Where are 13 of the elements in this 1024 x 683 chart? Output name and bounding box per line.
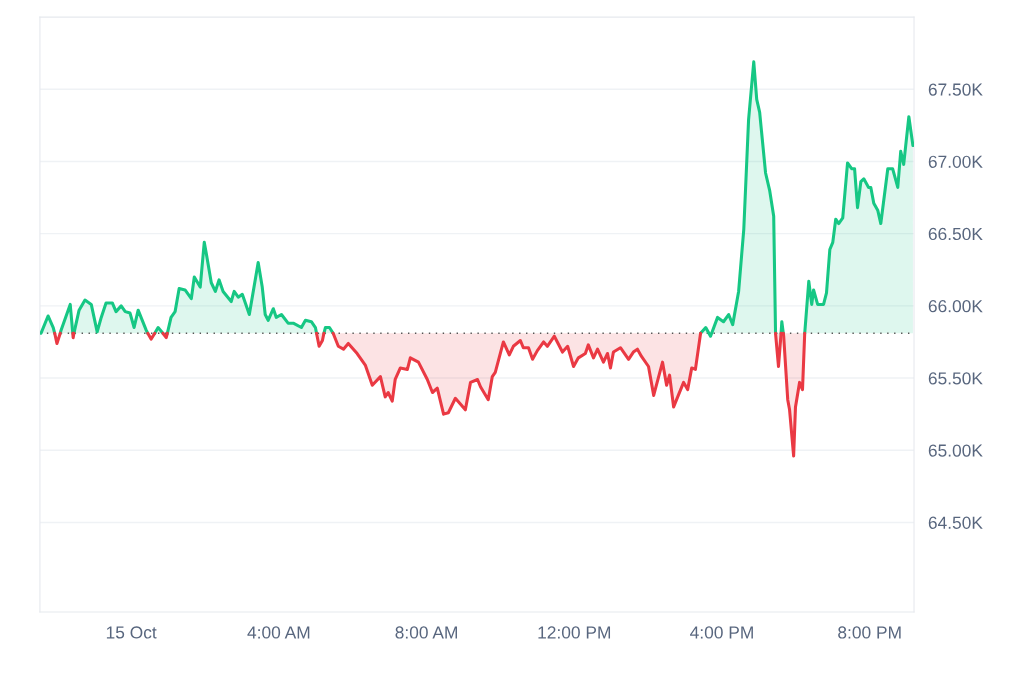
x-tick-label: 4:00 PM (690, 626, 753, 639)
y-tick-label: 65.50K (928, 372, 983, 385)
x-tick-label: 8:00 AM (395, 626, 457, 639)
x-tick-label: 8:00 PM (838, 626, 901, 639)
y-tick-label: 67.50K (928, 83, 983, 96)
y-tick-label: 66.00K (928, 300, 983, 313)
x-tick-label: 12:00 PM (538, 626, 611, 639)
y-tick-label: 64.50K (928, 516, 983, 529)
x-tick-label: 15 Oct (106, 626, 157, 639)
x-tick-label: 4:00 AM (247, 626, 310, 639)
y-tick-label: 66.50K (928, 227, 983, 241)
y-tick-label: 67.00K (928, 155, 983, 168)
y-tick-label: 65.00K (928, 444, 983, 457)
